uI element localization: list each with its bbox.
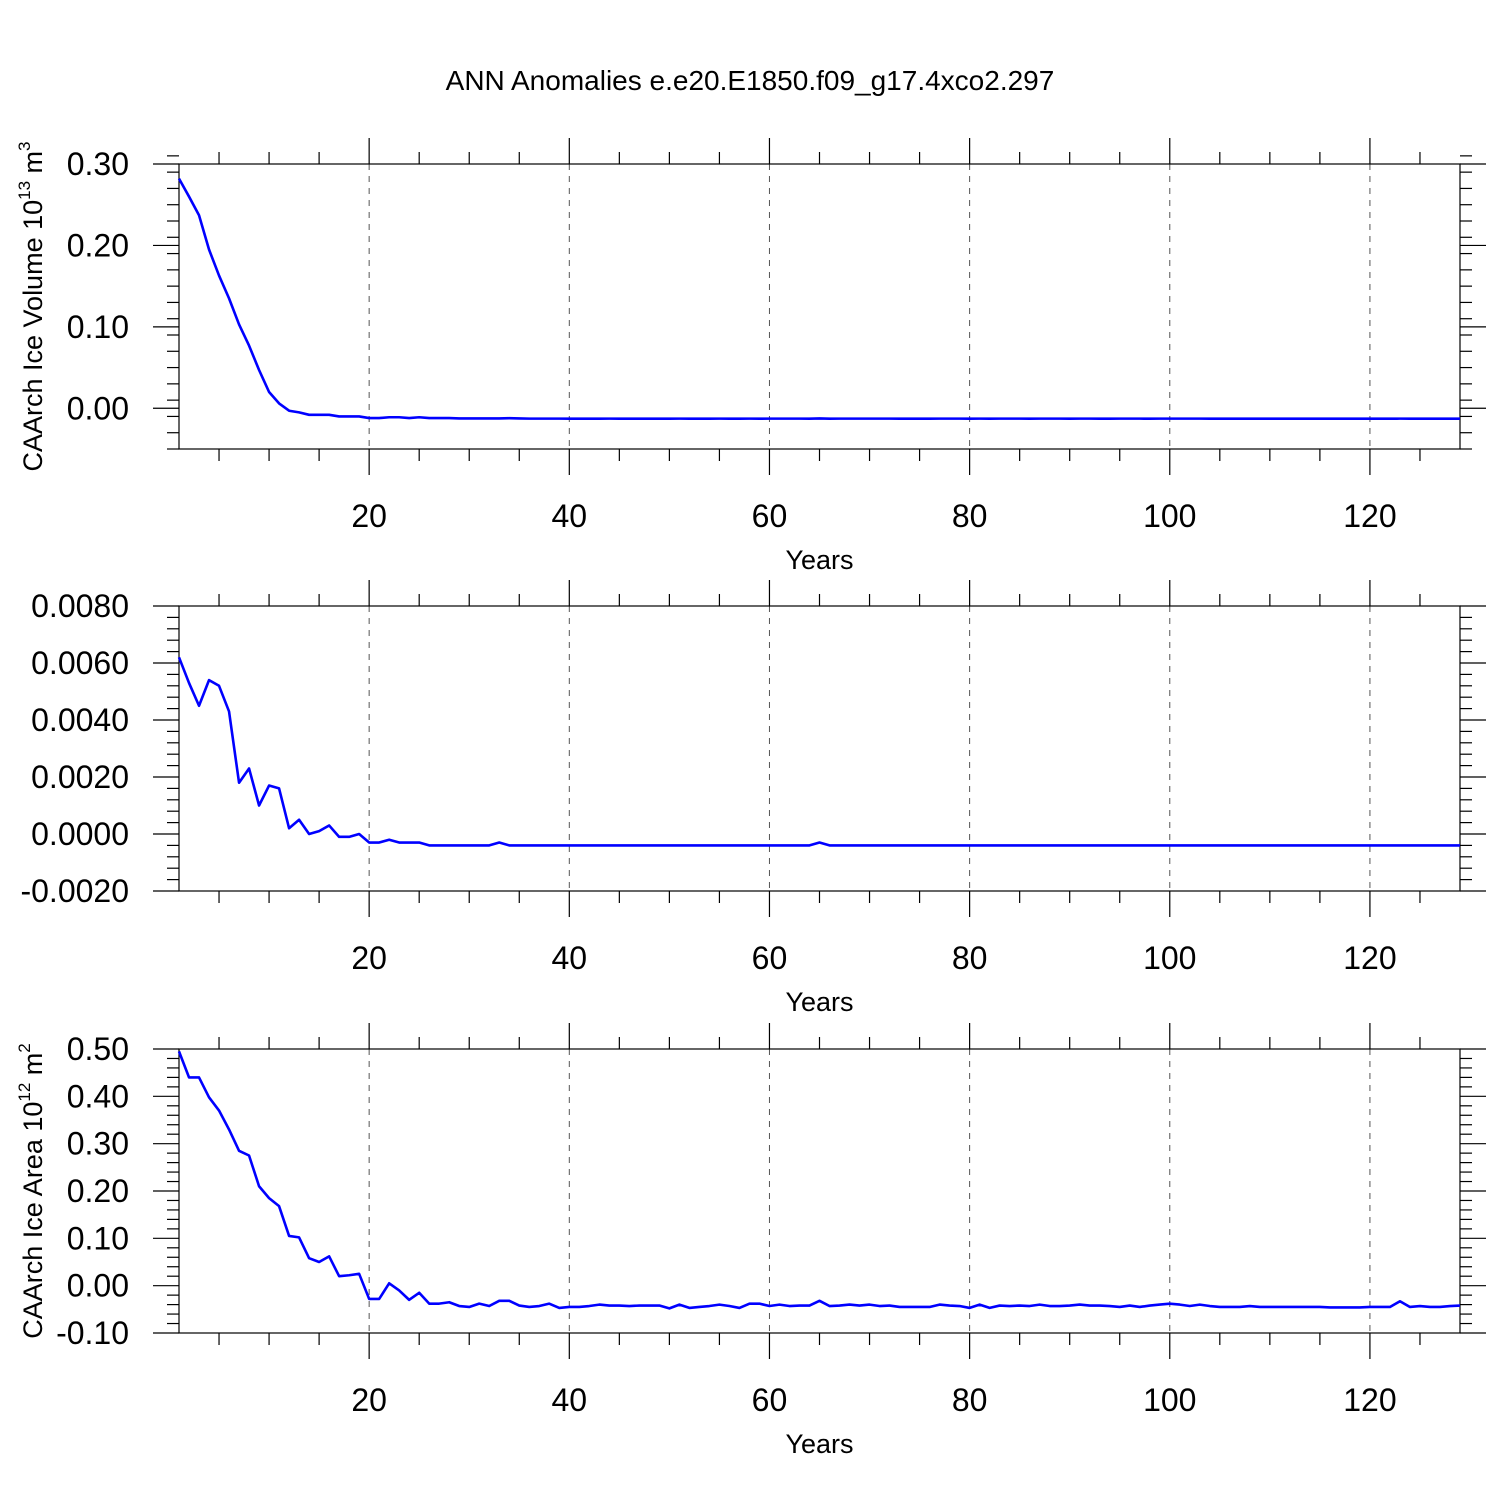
chart-0-xtick-label-0: 20	[351, 498, 387, 534]
chart-0-ytick-label-0: 0.00	[67, 390, 129, 426]
ice-area-panel: 20 40 60 80 100 120 -0.10 0.00 0.10 0.20 0.30 0.40 0…	[15, 1023, 1486, 1459]
chart-2-ytick-label-4: 0.30	[67, 1126, 129, 1162]
chart-0-xtick-label-3: 80	[952, 498, 988, 534]
chart-1-xtick-label-5: 120	[1343, 940, 1396, 976]
chart-1-xtick-label-2: 60	[752, 940, 788, 976]
chart-2-ytick-label-2: 0.10	[67, 1220, 129, 1256]
chart-2-xtick-label-1: 40	[552, 1382, 588, 1418]
ice-volume-panel: 20 40 60 80 100 120 0.00 0.10 0.20 0.30 Years CAArc…	[15, 138, 1486, 575]
chart-2-ylabel-part-1: 12	[15, 1083, 34, 1102]
chart-2-xtick-label-0: 20	[351, 1382, 387, 1418]
chart-1-ytick-label-5: 0.0080	[31, 588, 129, 624]
chart-0-ytick-label-1: 0.10	[67, 309, 129, 345]
chart-0-ytick-label-3: 0.30	[67, 146, 129, 182]
chart-0-xlabel: Years	[785, 545, 853, 575]
chart-0-xtick-label-5: 120	[1343, 498, 1396, 534]
chart-1-ytick-label-3: 0.0040	[31, 702, 129, 738]
chart-1-ytick-label-0: -0.0020	[20, 873, 129, 909]
chart-1-ytick-label-2: 0.0020	[31, 759, 129, 795]
chart-1-xtick-label-1: 40	[552, 940, 588, 976]
chart-2-xtick-label-5: 120	[1343, 1382, 1396, 1418]
chart-1-series-line-0	[177, 656, 1460, 847]
chart-2-ylabel-part-0: CAArch Ice Area 10	[18, 1102, 48, 1339]
chart-2-ylabel-part-2: m	[18, 1053, 48, 1083]
chart-2-series-line-0	[177, 1050, 1461, 1310]
chart-2-ytick-label-5: 0.40	[67, 1078, 129, 1114]
chart-2-xtick-label-3: 80	[952, 1382, 988, 1418]
chart-0-ytick-label-2: 0.20	[67, 227, 129, 263]
chart-1-xtick-label-3: 80	[952, 940, 988, 976]
chart-2-ytick-label-0: -0.10	[56, 1315, 129, 1351]
chart-2-ytick-label-1: 0.00	[67, 1268, 129, 1304]
middle-anomaly-panel: 20 40 60 80 100 120 -0.0020 0.0000 0.0020 0.0040 0…	[20, 580, 1486, 1017]
chart-1-ytick-label-4: 0.0060	[31, 645, 129, 681]
chart-1-xtick-label-0: 20	[351, 940, 387, 976]
chart-0-ylabel-part-3: 3	[15, 141, 34, 150]
chart-2-ytick-label-6: 0.50	[67, 1031, 129, 1067]
chart-0-frame	[178, 163, 1461, 450]
chart-2-ylabel: CAArch Ice Area 1012 m2	[15, 1043, 48, 1339]
chart-0-xtick-label-1: 40	[552, 498, 588, 534]
chart-1-xlabel: Years	[785, 987, 853, 1017]
chart-1-xtick-label-4: 100	[1143, 940, 1196, 976]
chart-1-frame	[178, 605, 1461, 892]
chart-0-xtick-label-2: 60	[752, 498, 788, 534]
chart-0-ylabel: CAArch Ice Volume 1013 m3	[15, 141, 48, 471]
chart-0-ylabel-part-0: CAArch Ice Volume 10	[18, 200, 48, 472]
chart-2-xlabel: Years	[785, 1429, 853, 1459]
chart-0-series-line-0	[177, 178, 1460, 421]
chart-2-xtick-label-2: 60	[752, 1382, 788, 1418]
chart-0-ylabel-part-1: 13	[15, 181, 34, 200]
chart-2-xtick-label-4: 100	[1143, 1382, 1196, 1418]
figure-title: ANN Anomalies e.e20.E1850.f09_g17.4xco2.…	[446, 65, 1055, 96]
chart-2-ytick-label-3: 0.20	[67, 1173, 129, 1209]
chart-2-frame	[178, 1048, 1461, 1334]
chart-0-ylabel-part-2: m	[18, 151, 48, 181]
chart-1-ytick-label-1: 0.0000	[31, 816, 129, 852]
chart-0-xtick-label-4: 100	[1143, 498, 1196, 534]
chart-2-ylabel-part-3: 2	[15, 1043, 34, 1052]
